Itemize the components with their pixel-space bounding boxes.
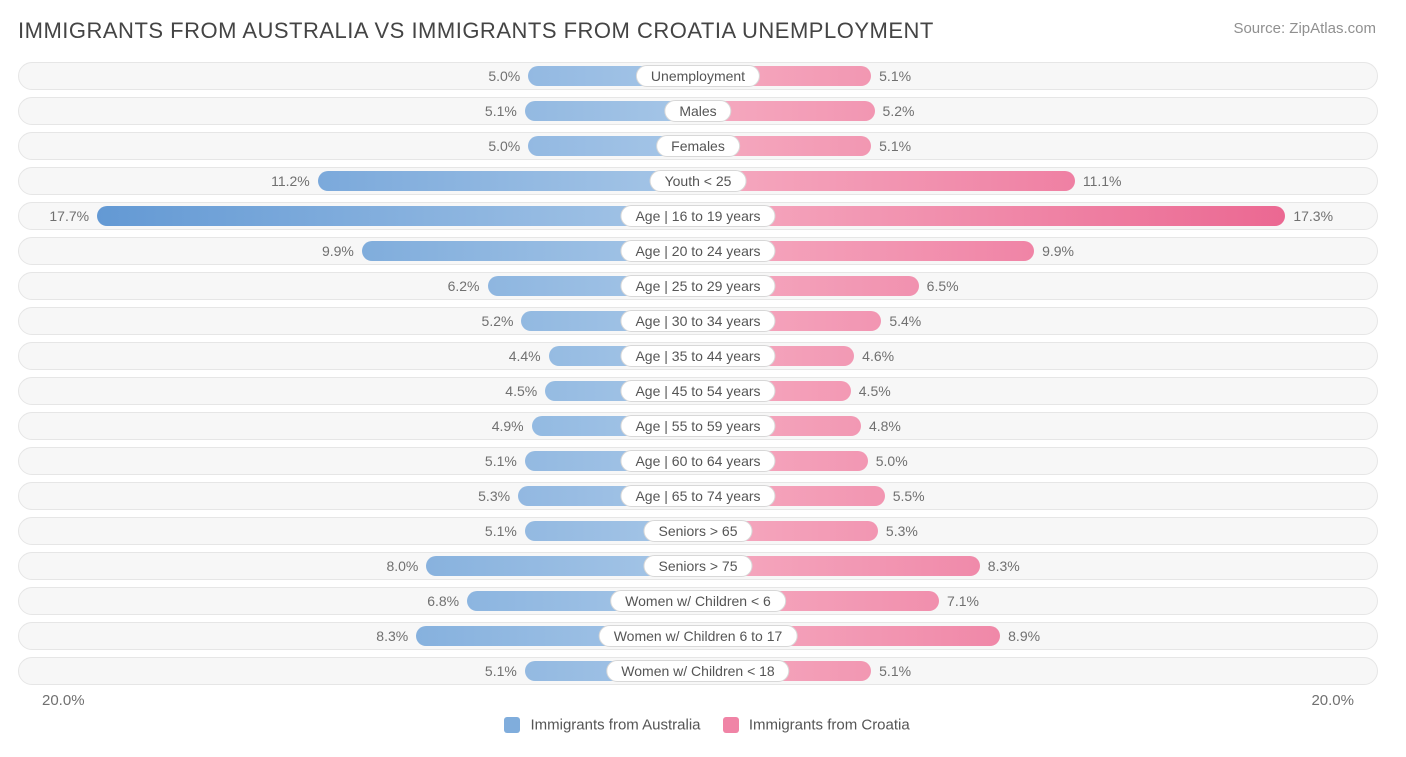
value-australia: 5.1% [485, 98, 525, 124]
value-croatia: 8.3% [980, 553, 1020, 579]
category-label: Seniors > 75 [644, 555, 753, 577]
axis-max-left: 20.0% [42, 692, 85, 709]
category-label: Seniors > 65 [644, 520, 753, 542]
value-australia: 4.5% [505, 378, 545, 404]
chart-row: 5.1% 5.1% Women w/ Children < 18 [18, 657, 1378, 685]
axis-max-right: 20.0% [1311, 692, 1354, 709]
chart-row: 17.7% 17.3% Age | 16 to 19 years [18, 202, 1378, 230]
legend-swatch-croatia [723, 717, 739, 733]
value-australia: 11.2% [271, 168, 318, 194]
chart-row: 9.9% 9.9% Age | 20 to 24 years [18, 237, 1378, 265]
chart-row: 5.1% 5.3% Seniors > 65 [18, 517, 1378, 545]
legend: Immigrants from Australia Immigrants fro… [18, 716, 1378, 734]
value-croatia: 5.1% [871, 63, 911, 89]
category-label: Age | 25 to 29 years [620, 275, 775, 297]
value-australia: 6.2% [448, 273, 488, 299]
value-croatia: 4.8% [861, 413, 901, 439]
value-croatia: 7.1% [939, 588, 979, 614]
chart-row: 8.3% 8.9% Women w/ Children 6 to 17 [18, 622, 1378, 650]
category-label: Age | 55 to 59 years [620, 415, 775, 437]
bar-croatia [698, 206, 1285, 226]
value-australia: 17.7% [49, 203, 97, 229]
chart-row: 5.1% 5.0% Age | 60 to 64 years [18, 447, 1378, 475]
chart-row: 5.0% 5.1% Unemployment [18, 62, 1378, 90]
value-australia: 5.2% [482, 308, 522, 334]
value-croatia: 5.3% [878, 518, 918, 544]
value-croatia: 4.5% [851, 378, 891, 404]
category-label: Females [656, 135, 740, 157]
chart-row: 5.1% 5.2% Males [18, 97, 1378, 125]
chart-row: 4.5% 4.5% Age | 45 to 54 years [18, 377, 1378, 405]
value-australia: 4.9% [492, 413, 532, 439]
category-label: Women w/ Children 6 to 17 [599, 625, 798, 647]
value-australia: 5.1% [485, 518, 525, 544]
chart-row: 6.8% 7.1% Women w/ Children < 6 [18, 587, 1378, 615]
value-croatia: 5.2% [875, 98, 915, 124]
legend-label-croatia: Immigrants from Croatia [749, 717, 910, 734]
value-croatia: 5.4% [881, 308, 921, 334]
chart-row: 11.2% 11.1% Youth < 25 [18, 167, 1378, 195]
category-label: Age | 35 to 44 years [620, 345, 775, 367]
bar-australia [97, 206, 698, 226]
chart-row: 5.0% 5.1% Females [18, 132, 1378, 160]
chart-title: IMMIGRANTS FROM AUSTRALIA VS IMMIGRANTS … [18, 18, 1378, 44]
value-croatia: 8.9% [1000, 623, 1040, 649]
value-croatia: 17.3% [1285, 203, 1333, 229]
category-label: Males [664, 100, 731, 122]
chart-row: 5.3% 5.5% Age | 65 to 74 years [18, 482, 1378, 510]
value-croatia: 9.9% [1034, 238, 1074, 264]
bar-croatia [698, 171, 1075, 191]
value-croatia: 6.5% [919, 273, 959, 299]
chart-row: 4.4% 4.6% Age | 35 to 44 years [18, 342, 1378, 370]
page: IMMIGRANTS FROM AUSTRALIA VS IMMIGRANTS … [0, 0, 1406, 757]
value-australia: 5.0% [488, 133, 528, 159]
value-australia: 8.0% [386, 553, 426, 579]
value-australia: 9.9% [322, 238, 362, 264]
category-label: Age | 65 to 74 years [620, 485, 775, 507]
chart-row: 5.2% 5.4% Age | 30 to 34 years [18, 307, 1378, 335]
category-label: Women w/ Children < 18 [606, 660, 789, 682]
category-label: Women w/ Children < 6 [610, 590, 786, 612]
value-australia: 5.0% [488, 63, 528, 89]
chart-row: 4.9% 4.8% Age | 55 to 59 years [18, 412, 1378, 440]
value-croatia: 5.1% [871, 133, 911, 159]
value-australia: 8.3% [376, 623, 416, 649]
chart-row: 6.2% 6.5% Age | 25 to 29 years [18, 272, 1378, 300]
value-croatia: 4.6% [854, 343, 894, 369]
value-australia: 5.1% [485, 658, 525, 684]
value-croatia: 5.5% [885, 483, 925, 509]
chart-row: 8.0% 8.3% Seniors > 75 [18, 552, 1378, 580]
category-label: Youth < 25 [650, 170, 747, 192]
bar-australia [318, 171, 698, 191]
category-label: Age | 16 to 19 years [620, 205, 775, 227]
category-label: Unemployment [636, 65, 760, 87]
value-australia: 4.4% [509, 343, 549, 369]
legend-swatch-australia [504, 717, 520, 733]
legend-label-australia: Immigrants from Australia [530, 717, 700, 734]
value-croatia: 11.1% [1075, 168, 1122, 194]
value-croatia: 5.0% [868, 448, 908, 474]
value-croatia: 5.1% [871, 658, 911, 684]
value-australia: 5.1% [485, 448, 525, 474]
diverging-bar-chart: 5.0%5.1%Unemployment5.1%5.2%Males5.0%5.1… [18, 62, 1378, 685]
category-label: Age | 20 to 24 years [620, 240, 775, 262]
category-label: Age | 60 to 64 years [620, 450, 775, 472]
source-label: Source: ZipAtlas.com [1233, 20, 1376, 37]
value-australia: 5.3% [478, 483, 518, 509]
category-label: Age | 45 to 54 years [620, 380, 775, 402]
category-label: Age | 30 to 34 years [620, 310, 775, 332]
x-axis: 20.0% 20.0% [18, 692, 1378, 714]
value-australia: 6.8% [427, 588, 467, 614]
